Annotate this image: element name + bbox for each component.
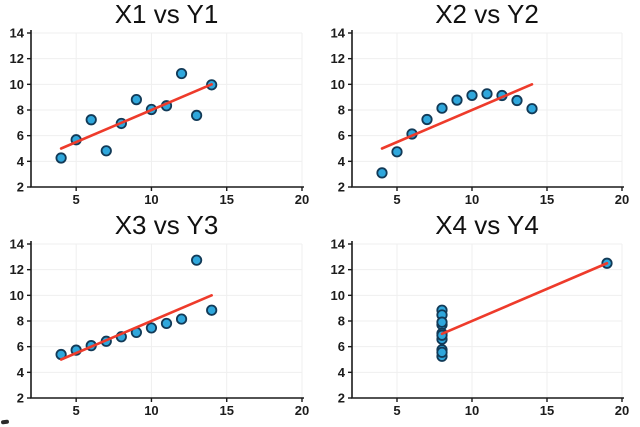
x-tick-label: 15 xyxy=(219,403,233,418)
y-tick-label: 14 xyxy=(10,237,25,252)
y-tick-label: 14 xyxy=(10,26,25,41)
y-tick-label: 8 xyxy=(338,103,345,118)
subplot-x4-vs-y4: 5 10 15 20 2 4 6 8 10 12 14 X4 vs Y4 xyxy=(331,210,630,418)
subplot-x3-vs-y3: 5 10 15 20 2 4 6 8 10 12 14 X3 vs Y3 xyxy=(10,210,310,418)
data-point xyxy=(130,94,142,106)
y-tick-label: 8 xyxy=(17,103,24,118)
data-point xyxy=(206,304,218,316)
y-tick-label: 6 xyxy=(338,339,345,354)
y-tick-label: 2 xyxy=(338,180,345,195)
y-tick-label: 6 xyxy=(17,128,24,143)
x-tick-label: 20 xyxy=(295,192,309,207)
data-point xyxy=(191,109,203,121)
data-point xyxy=(436,316,448,328)
data-point xyxy=(55,152,67,164)
y-tick-label: 10 xyxy=(331,288,345,303)
subplot-x1-vs-y1: 5 10 15 20 2 4 6 8 10 12 14 X1 vs Y1 xyxy=(10,0,310,207)
data-point xyxy=(451,94,463,106)
y-tick-label: 14 xyxy=(331,26,346,41)
y-tick-label: 10 xyxy=(331,77,345,92)
y-tick-label: 10 xyxy=(10,288,24,303)
x-tick-label: 20 xyxy=(615,403,629,418)
y-tick-label: 4 xyxy=(17,365,25,380)
y-tick-label: 2 xyxy=(338,391,345,406)
data-point xyxy=(436,346,448,358)
y-tick-label: 8 xyxy=(338,314,345,329)
data-point xyxy=(85,114,97,126)
subplot-title: X4 vs Y4 xyxy=(435,210,539,240)
y-tick-label: 2 xyxy=(17,391,24,406)
data-point xyxy=(436,102,448,114)
data-point xyxy=(376,167,388,179)
regression-line xyxy=(380,83,534,150)
y-tick-label: 14 xyxy=(331,237,346,252)
y-tick-label: 4 xyxy=(17,154,25,169)
y-tick-label: 12 xyxy=(10,262,24,277)
subplot-title: X2 vs Y2 xyxy=(435,0,539,29)
x-tick-label: 5 xyxy=(73,403,80,418)
y-tick-label: 2 xyxy=(17,180,24,195)
y-tick-label: 4 xyxy=(338,154,346,169)
subplot-x2-vs-y2: 5 10 15 20 2 4 6 8 10 12 14 X2 vs Y2 xyxy=(331,0,630,207)
data-point xyxy=(145,322,158,334)
x-tick-label: 10 xyxy=(465,192,479,207)
data-point xyxy=(100,145,112,157)
regression-line xyxy=(59,294,213,361)
data-point xyxy=(175,67,188,80)
data-point xyxy=(421,113,433,126)
x-tick-label: 15 xyxy=(540,192,554,207)
x-tick-label: 20 xyxy=(615,192,629,207)
subplot-title: X3 vs Y3 xyxy=(115,210,219,240)
y-tick-label: 10 xyxy=(10,77,24,92)
regression-line xyxy=(440,261,609,336)
y-tick-label: 6 xyxy=(17,339,24,354)
subplot-title: X1 vs Y1 xyxy=(115,0,219,29)
y-tick-label: 12 xyxy=(10,51,24,66)
data-point xyxy=(511,94,523,107)
x-tick-label: 20 xyxy=(295,403,309,418)
x-tick-label: 10 xyxy=(144,192,158,207)
data-point xyxy=(466,89,478,101)
x-tick-label: 5 xyxy=(393,403,400,418)
x-tick-label: 5 xyxy=(73,192,80,207)
y-tick-label: 12 xyxy=(331,51,345,66)
x-tick-label: 15 xyxy=(219,192,233,207)
y-tick-label: 4 xyxy=(338,365,346,380)
x-tick-label: 5 xyxy=(393,192,400,207)
data-point xyxy=(160,317,173,330)
data-point xyxy=(191,254,203,266)
x-tick-label: 10 xyxy=(465,403,479,418)
y-tick-label: 6 xyxy=(338,128,345,143)
y-tick-label: 8 xyxy=(17,314,24,329)
y-tick-label: 12 xyxy=(331,262,345,277)
x-tick-label: 10 xyxy=(144,403,158,418)
data-point xyxy=(391,146,403,158)
x-tick-label: 15 xyxy=(540,403,554,418)
data-point xyxy=(526,103,538,115)
data-point xyxy=(175,313,188,325)
regression-line xyxy=(59,83,213,150)
data-point xyxy=(481,88,493,100)
